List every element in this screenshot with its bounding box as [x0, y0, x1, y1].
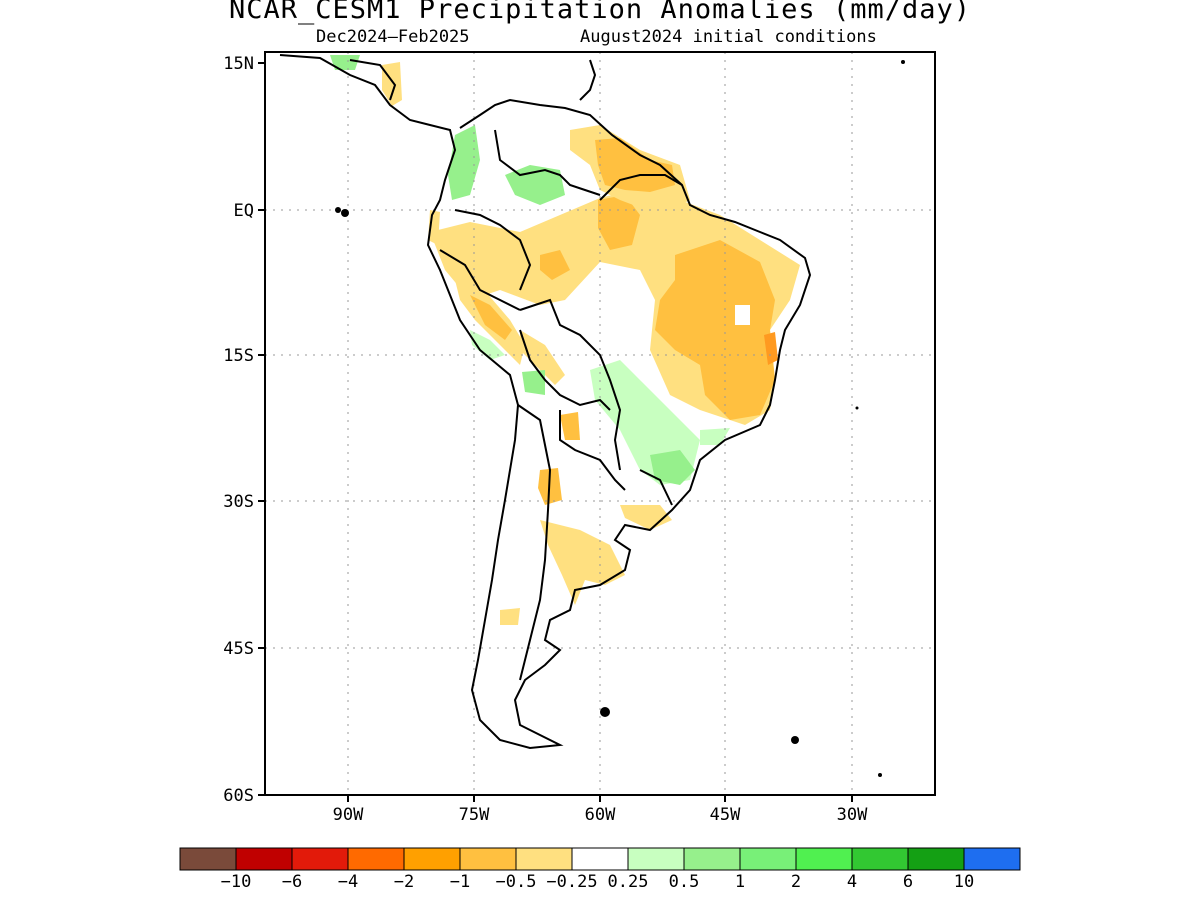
dry-anomaly-central-amazon: [598, 195, 640, 250]
initial-conditions: August2024 initial conditions: [580, 27, 877, 47]
colorbar-swatch: [291, 847, 349, 871]
wet-anomaly-altiplano: [522, 370, 545, 395]
colorbar-swatch: [795, 847, 853, 871]
colorbar-label: 10: [954, 872, 974, 892]
lat-tick-label: EQ: [234, 201, 254, 221]
lon-tick-label: 60W: [585, 805, 616, 825]
colorbar-label: 4: [847, 872, 857, 892]
lon-labels: 90W 75W 60W 45W 30W: [333, 805, 868, 825]
dry-anomaly-bolivia: [520, 330, 565, 385]
colorbar-swatch: [459, 847, 517, 871]
colorbar-swatch: [235, 847, 293, 871]
colorbar-label: 0.5: [669, 872, 700, 892]
colorbar-label: −2: [394, 872, 414, 892]
colorbar-label: 1: [735, 872, 745, 892]
dry-anomaly-patagonia: [500, 608, 520, 625]
wet-anomaly-peru-coast: [470, 330, 505, 360]
lon-tick-label: 45W: [710, 805, 741, 825]
forecast-period: Dec2024–Feb2025: [316, 27, 470, 47]
map-title: NCAR_CESM1 Precipitation Anomalies (mm/d…: [229, 0, 971, 25]
colorbar-label: −1: [450, 872, 470, 892]
neutral-patch: [735, 305, 750, 325]
lat-tick-label: 30S: [223, 492, 254, 512]
dry-anomaly-coast: [764, 332, 778, 365]
colorbar-label: −10: [221, 872, 252, 892]
colorbar-swatch: [907, 847, 965, 871]
islands: [335, 60, 905, 777]
lat-labels: 15N EQ 15S 30S 45S 60S: [223, 54, 254, 806]
dry-anomaly-uruguay: [620, 505, 672, 530]
dry-anomaly-chaco: [560, 412, 580, 440]
colorbar-swatch: [627, 847, 685, 871]
colorbar-swatch: [851, 847, 909, 871]
colorbar-label: 2: [791, 872, 801, 892]
dry-anomaly-east-brazil: [655, 240, 775, 420]
colorbar-label: −4: [338, 872, 358, 892]
lon-tick-label: 30W: [837, 805, 868, 825]
colorbar-swatch: [403, 847, 461, 871]
dry-anomaly-guianas-core: [595, 138, 675, 192]
wet-anomaly-colombia: [448, 125, 480, 200]
colorbar-swatch: [739, 847, 797, 871]
dry-anomaly-spot: [540, 250, 570, 280]
colorbar: −10 −6 −4 −2 −1 −0.5 −0.25 0.25 0.5 1 2 4 6 10: [179, 847, 1021, 892]
lon-tick-label: 75W: [459, 805, 490, 825]
lat-tick-label: 15N: [223, 54, 254, 74]
coastlines: [279, 54, 812, 750]
lat-tick-label: 15S: [223, 346, 254, 366]
colorbar-swatch: [963, 847, 1021, 871]
lon-tick-label: 90W: [333, 805, 364, 825]
colorbar-swatch: [347, 847, 405, 871]
colorbar-label: 6: [903, 872, 913, 892]
colorbar-label: 0.25: [608, 872, 649, 892]
wet-anomaly-panama: [330, 55, 360, 70]
colorbar-swatch: [179, 847, 237, 871]
colorbar-label: −0.5: [496, 872, 537, 892]
anomaly-shading: [330, 55, 800, 625]
colorbar-swatch: [515, 847, 573, 871]
tick-marks: [258, 62, 853, 802]
lat-tick-label: 45S: [223, 639, 254, 659]
wet-anomaly-parana-core: [650, 450, 695, 485]
colorbar-swatch: [683, 847, 741, 871]
colorbar-swatch: [571, 847, 629, 871]
colorbar-label: −0.25: [546, 872, 597, 892]
map-panel: [265, 52, 935, 795]
lat-tick-label: 60S: [223, 786, 254, 806]
dry-anomaly-peru-core: [470, 295, 512, 340]
colorbar-label: −6: [282, 872, 302, 892]
dry-anomaly-pampas: [540, 520, 625, 605]
